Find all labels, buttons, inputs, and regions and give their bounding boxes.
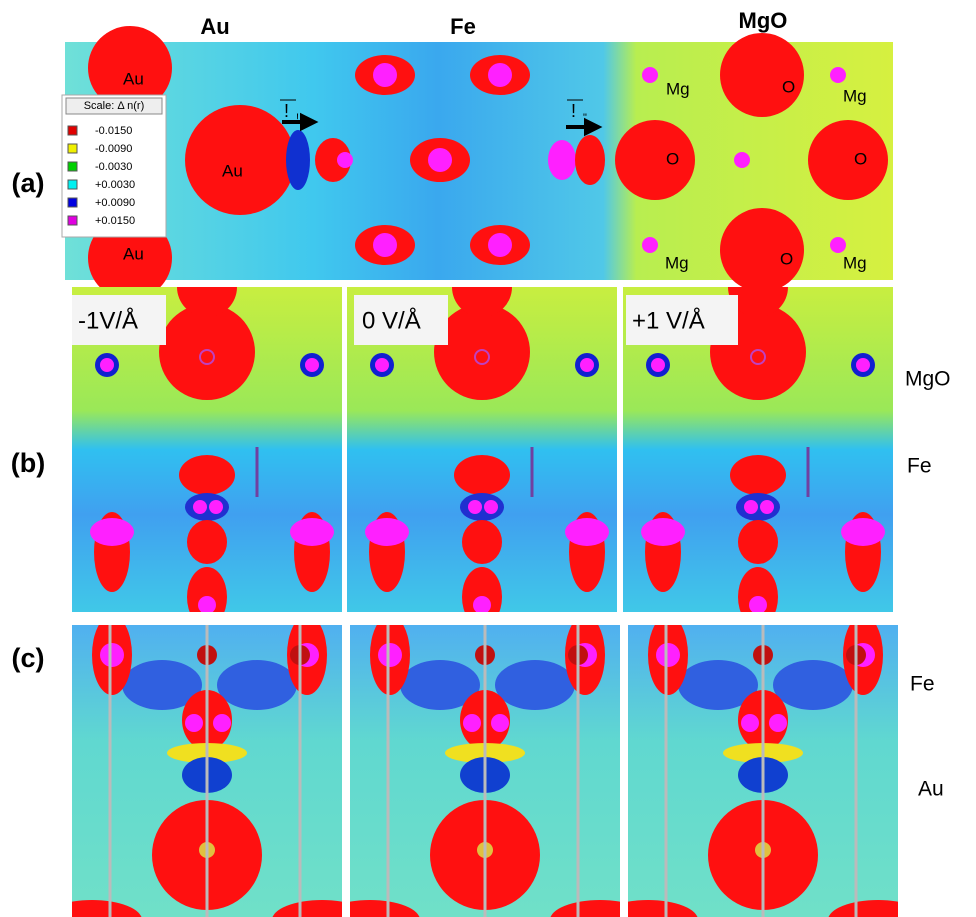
side-label: Au — [918, 778, 944, 801]
atom-label: Au — [123, 244, 144, 263]
legend-title: Scale: Δ n(r) — [84, 100, 145, 112]
panel-label: (a) — [12, 168, 45, 198]
vector-symbol: ! — [284, 101, 289, 121]
atom-label: Mg — [843, 86, 867, 105]
legend-entry: -0.0030 — [95, 161, 132, 173]
legend-entry: -0.0090 — [95, 143, 132, 155]
vector-symbol: ! — [571, 101, 576, 121]
atom-label: Mg — [665, 253, 689, 272]
field-label: -1V/Å — [78, 306, 138, 334]
side-label: Fe — [910, 673, 935, 696]
atom-label: O — [854, 149, 867, 168]
atom-label: Au — [123, 69, 144, 88]
atom-label: Mg — [843, 253, 867, 272]
atom-label: Au — [222, 161, 243, 180]
legend-entry: -0.0150 — [95, 125, 132, 137]
atom-label: O — [782, 77, 795, 96]
panel-a-map — [65, 26, 893, 300]
atom-label: O — [666, 149, 679, 168]
side-label: Fe — [907, 455, 932, 478]
column-title: Au — [200, 14, 229, 39]
legend-entry: +0.0030 — [95, 179, 135, 191]
field-label: 0 V/Å — [362, 306, 421, 334]
figure: Au Fe MgO Au Au Au Mg O Mg O O Mg O Mg !… — [0, 0, 976, 917]
map-c — [598, 615, 928, 917]
column-title: Fe — [450, 14, 476, 39]
atom-label: Mg — [666, 79, 690, 98]
legend-entry: +0.0150 — [95, 215, 135, 227]
panel-label: (b) — [11, 448, 45, 478]
atom-label: O — [780, 249, 793, 268]
legend-entry: +0.0090 — [95, 197, 135, 209]
map-c — [320, 615, 650, 917]
column-title: MgO — [739, 8, 788, 33]
side-label: MgO — [905, 368, 951, 391]
panel-label: (c) — [12, 643, 45, 673]
field-label: +1 V/Å — [632, 306, 705, 334]
map-c — [42, 615, 372, 917]
legend: Scale: Δ n(r) -0.0150 -0.0090 -0.0030 +0… — [62, 95, 166, 237]
